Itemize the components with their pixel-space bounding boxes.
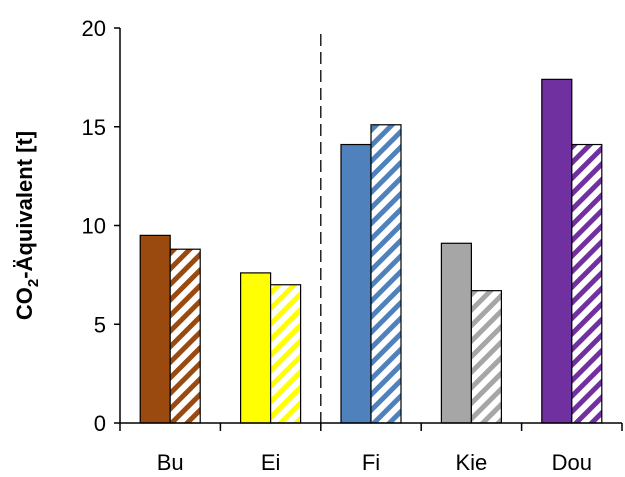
bar-ei-hatched (270, 284, 302, 424)
bars-layer (139, 78, 603, 424)
y-axis-label-subscript: 2 (25, 279, 42, 287)
bar-ei-solid (240, 272, 272, 424)
y-axis-label-main: CO (12, 287, 37, 320)
y-tick-label: 0 (94, 411, 106, 436)
y-tick-label: 20 (82, 16, 106, 41)
y-tick-label: 10 (82, 214, 106, 239)
bar-kie-solid (440, 242, 472, 424)
bar-dou-hatched (571, 143, 603, 424)
bar-fi-hatched (370, 124, 402, 424)
bar-kie-hatched (470, 290, 502, 424)
bar-bu-solid (139, 234, 171, 424)
bar-bu-hatched (169, 248, 201, 424)
y-axis-label: CO2-Äquivalent [t] (12, 131, 42, 320)
x-tick-label: Ei (261, 450, 281, 475)
x-tick-label: Fi (362, 450, 380, 475)
bar-fi-solid (340, 143, 372, 424)
y-ticks: 0 5 10 15 20 (82, 16, 120, 436)
x-tick-label: Bu (157, 450, 184, 475)
y-tick-label: 5 (94, 312, 106, 337)
x-ticks: Bu Ei Fi Kie Dou (119, 423, 623, 475)
x-tick-label: Dou (552, 450, 592, 475)
bar-dou-solid (541, 78, 573, 424)
y-tick-label: 15 (82, 115, 106, 140)
y-axis-label-rest: -Äquivalent [t] (12, 131, 37, 279)
x-tick-label: Kie (456, 450, 488, 475)
